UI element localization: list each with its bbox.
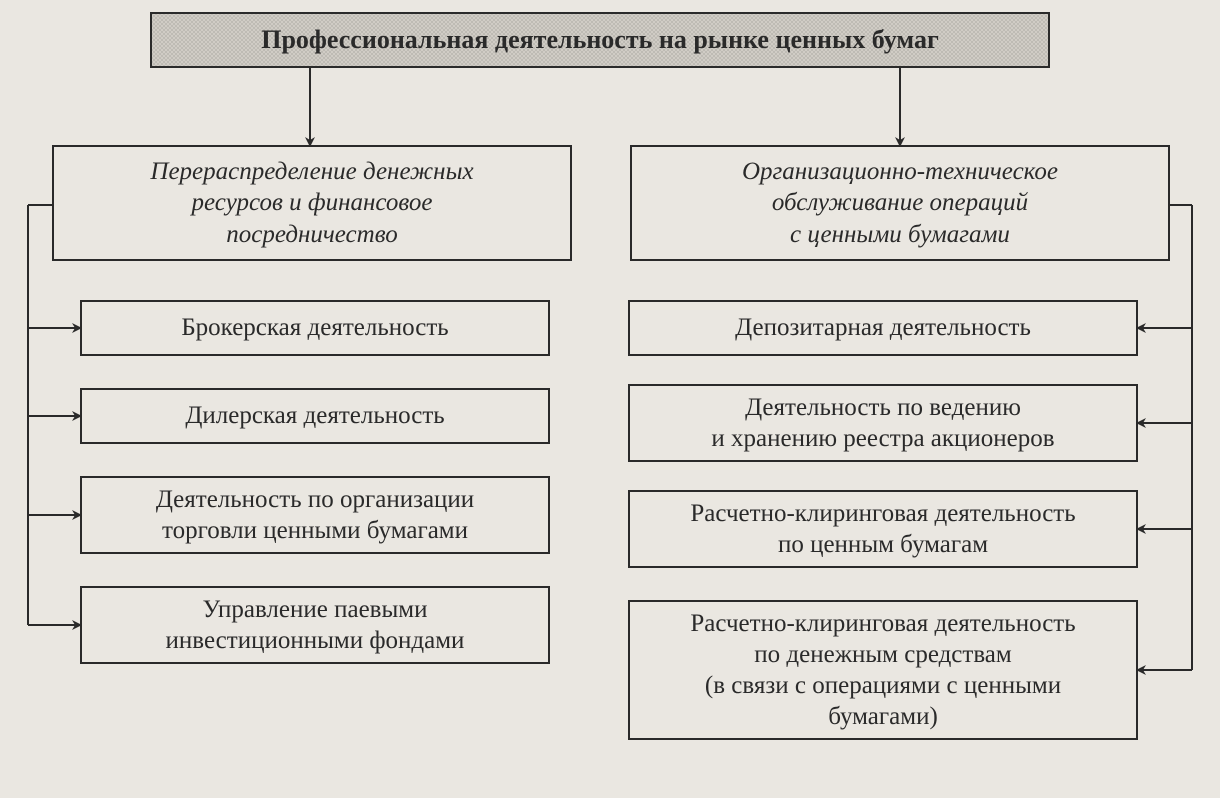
left-item-box: Дилерская деятельность <box>80 388 550 444</box>
right-item-box: Депозитарная деятельность <box>628 300 1138 356</box>
category-right-text: Организационно-техническое обслуживание … <box>742 156 1058 250</box>
category-left-box: Перераспределение денежных ресурсов и фи… <box>52 145 572 261</box>
left-item-box: Брокерская деятельность <box>80 300 550 356</box>
right-item-text: Депозитарная деятельность <box>735 312 1031 343</box>
right-item-box: Деятельность по ведению и хранению реест… <box>628 384 1138 462</box>
category-left-text: Перераспределение денежных ресурсов и фи… <box>150 156 473 250</box>
left-item-text: Дилерская деятельность <box>185 400 444 431</box>
diagram-title-text: Профессиональная деятельность на рынке ц… <box>261 24 939 57</box>
right-item-text: Деятельность по ведению и хранению реест… <box>711 392 1054 455</box>
left-item-text: Управление паевыми инвестиционными фонда… <box>166 594 465 657</box>
right-item-text: Расчетно-клиринговая деятельность по ден… <box>690 608 1075 733</box>
category-right-box: Организационно-техническое обслуживание … <box>630 145 1170 261</box>
diagram-title-box: Профессиональная деятельность на рынке ц… <box>150 12 1050 68</box>
right-item-text: Расчетно-клиринговая деятельность по цен… <box>690 498 1075 561</box>
left-item-text: Деятельность по организации торговли цен… <box>156 484 474 547</box>
right-item-box: Расчетно-клиринговая деятельность по ден… <box>628 600 1138 740</box>
left-item-box: Деятельность по организации торговли цен… <box>80 476 550 554</box>
diagram-canvas: Профессиональная деятельность на рынке ц… <box>0 0 1220 798</box>
left-item-box: Управление паевыми инвестиционными фонда… <box>80 586 550 664</box>
right-item-box: Расчетно-клиринговая деятельность по цен… <box>628 490 1138 568</box>
left-item-text: Брокерская деятельность <box>181 312 448 343</box>
